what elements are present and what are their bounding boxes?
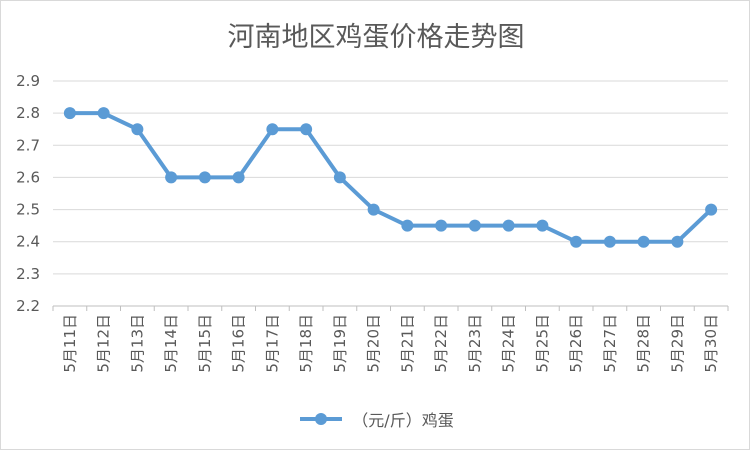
data-point bbox=[637, 235, 650, 248]
y-tick-label: 2.7 bbox=[16, 136, 40, 154]
y-axis-ticks: 2.2 2.3 2.4 2.5 2.6 2.7 2.8 2.9 bbox=[16, 72, 40, 315]
data-point bbox=[570, 235, 583, 248]
y-tick-label: 2.9 bbox=[16, 72, 40, 90]
data-point bbox=[165, 171, 178, 184]
x-tick-label: 5月28日 bbox=[635, 314, 653, 373]
series-group bbox=[63, 107, 718, 248]
legend-label: （元/斤）鸡蛋 bbox=[352, 411, 454, 430]
data-point bbox=[63, 107, 76, 120]
x-tick-label: 5月19日 bbox=[331, 314, 349, 373]
data-point bbox=[97, 107, 110, 120]
x-tick-label: 5月11日 bbox=[61, 314, 79, 373]
data-point bbox=[435, 219, 448, 232]
data-point bbox=[198, 171, 211, 184]
x-tick-label: 5月13日 bbox=[128, 314, 146, 373]
x-tick-label: 5月29日 bbox=[668, 314, 686, 373]
chart-title: 河南地区鸡蛋价格走势图 bbox=[227, 22, 525, 53]
x-tick-label: 5月21日 bbox=[398, 314, 416, 373]
data-point bbox=[536, 219, 549, 232]
data-point bbox=[603, 235, 616, 248]
y-tick-label: 2.3 bbox=[16, 265, 40, 283]
x-tick-label: 5月17日 bbox=[263, 314, 281, 373]
x-tick-label: 5月12日 bbox=[95, 314, 113, 373]
data-point bbox=[131, 123, 144, 136]
data-point bbox=[333, 171, 346, 184]
data-point bbox=[401, 219, 414, 232]
data-point bbox=[468, 219, 481, 232]
x-tick-label: 5月27日 bbox=[601, 314, 619, 373]
x-tick-label: 5月30日 bbox=[702, 314, 720, 373]
data-point bbox=[671, 235, 684, 248]
gridlines bbox=[53, 80, 728, 307]
x-axis bbox=[52, 305, 729, 311]
x-tick-label: 5月25日 bbox=[533, 314, 551, 373]
data-point bbox=[300, 123, 313, 136]
x-tick-label: 5月18日 bbox=[297, 314, 315, 373]
x-tick-label: 5月16日 bbox=[230, 314, 248, 373]
x-tick-label: 5月14日 bbox=[162, 314, 180, 373]
y-tick-label: 2.4 bbox=[16, 233, 40, 251]
data-point bbox=[367, 203, 380, 216]
y-tick-label: 2.2 bbox=[16, 297, 40, 315]
legend-swatch bbox=[300, 413, 343, 425]
y-tick-label: 2.5 bbox=[16, 201, 40, 219]
y-tick-label: 2.6 bbox=[16, 168, 40, 186]
data-point bbox=[232, 171, 245, 184]
x-axis-ticks: 5月11日 5月12日 5月13日 5月14日 5月15日 5月16日 5月17日 5月18日… bbox=[61, 314, 720, 373]
x-tick-label: 5月24日 bbox=[500, 314, 518, 373]
data-point bbox=[502, 219, 515, 232]
x-tick-label: 5月22日 bbox=[432, 314, 450, 373]
legend: （元/斤）鸡蛋 bbox=[1, 407, 751, 431]
x-tick-label: 5月26日 bbox=[567, 314, 585, 373]
x-tick-label: 5月15日 bbox=[196, 314, 214, 373]
data-point bbox=[705, 203, 718, 216]
x-tick-label: 5月20日 bbox=[365, 314, 383, 373]
data-point bbox=[266, 123, 279, 136]
y-tick-label: 2.8 bbox=[16, 104, 40, 122]
x-tick-label: 5月23日 bbox=[466, 314, 484, 373]
